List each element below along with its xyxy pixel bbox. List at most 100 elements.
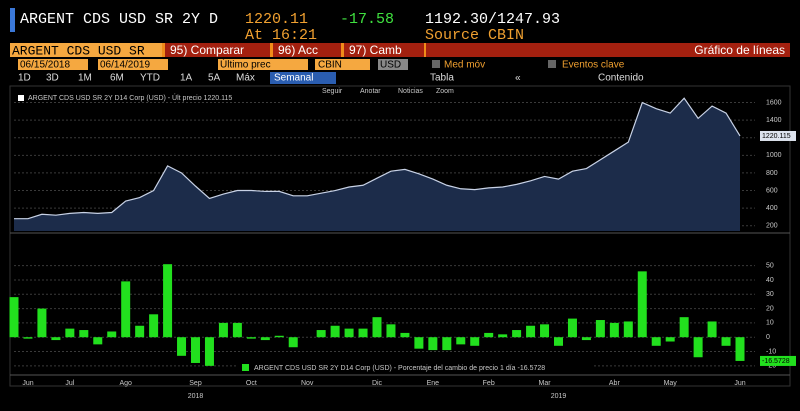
bar: [330, 325, 340, 338]
bar: [177, 337, 187, 356]
period-button[interactable]: 5A: [208, 73, 221, 84]
y-tick-label: 600: [766, 187, 778, 194]
security-box: [10, 43, 162, 57]
y-tick-label: 40: [766, 277, 774, 284]
menu-item[interactable]: 96) Acc: [278, 43, 318, 57]
menu-item-bg: [344, 43, 424, 57]
start-date[interactable]: 06/15/2018: [20, 60, 70, 71]
table[interactable]: Tabla: [430, 73, 454, 84]
period-button[interactable]: Máx: [236, 73, 255, 84]
tool[interactable]: Seguir: [322, 88, 343, 95]
tool[interactable]: Zoom: [436, 88, 454, 95]
bar: [316, 330, 326, 338]
period-button[interactable]: 1A: [180, 73, 193, 84]
y-tick-label: 1600: [766, 99, 782, 106]
legend: ARGENT CDS USD SR 2Y D14 Corp (USD) - Po…: [254, 365, 545, 372]
y-tick-label: 400: [766, 205, 778, 212]
period-button[interactable]: YTD: [140, 73, 160, 84]
last-value-label: 1220.115: [762, 133, 791, 140]
x-tick-label: Jun: [22, 380, 33, 387]
bar: [400, 332, 410, 338]
bar: [232, 322, 242, 338]
x-tick-label: May: [664, 380, 678, 387]
x-tick-label: Jun: [734, 380, 745, 387]
year-label: 2018: [188, 393, 204, 400]
x-tick-label: Abr: [609, 380, 621, 387]
y-tick-label: -20: [766, 363, 776, 370]
menu-item-bg: [426, 43, 790, 57]
x-tick-label: Mar: [539, 380, 552, 387]
bar: [149, 314, 159, 338]
moving-avg[interactable]: Med móv: [444, 60, 485, 71]
bar: [358, 328, 368, 338]
bar: [707, 321, 717, 338]
bar: [512, 330, 522, 338]
bar: [442, 337, 452, 351]
currency[interactable]: USD: [380, 60, 401, 71]
bar: [37, 308, 47, 338]
events[interactable]: Eventos clave: [562, 60, 625, 71]
x-tick-label: Ago: [119, 380, 132, 387]
bar: [204, 337, 214, 366]
last: 1220.11: [245, 11, 308, 28]
legend-bg: [238, 362, 593, 373]
y-tick-label: 1000: [766, 152, 782, 159]
frame: [9, 85, 791, 387]
range: 1192.30/1247.93: [425, 11, 560, 28]
y-tick-label: 50: [766, 262, 774, 269]
bar: [51, 337, 61, 341]
content[interactable]: Contenido: [598, 73, 644, 84]
checkbox[interactable]: [548, 60, 556, 68]
field-box: [98, 59, 168, 70]
bar: [79, 330, 89, 338]
legend-swatch: [18, 95, 24, 101]
bar: [288, 337, 298, 348]
source-field[interactable]: CBIN: [318, 60, 342, 71]
change: -17.58: [340, 11, 394, 28]
x-tick-label: Nov: [301, 380, 314, 387]
bar: [470, 337, 480, 346]
time: At 16:21: [245, 27, 317, 44]
collapse[interactable]: «: [515, 73, 521, 84]
period-button[interactable]: 3D: [46, 73, 59, 84]
marker: [10, 8, 15, 32]
bar: [540, 324, 550, 338]
area: [14, 98, 740, 231]
bar: [344, 328, 354, 338]
bar: [623, 321, 633, 338]
last-value-label: -16.5728: [762, 358, 790, 365]
bar: [498, 334, 508, 338]
field[interactable]: Último prec: [220, 58, 271, 71]
checkbox[interactable]: [432, 60, 440, 68]
x-tick-label: Oct: [246, 380, 257, 387]
bar: [135, 325, 145, 338]
y-tick-label: 200: [766, 223, 778, 230]
frequency-box: [270, 72, 336, 84]
bar: [526, 325, 536, 338]
y-tick-label: 10: [766, 320, 774, 327]
last-value-box: [760, 355, 796, 366]
bar: [93, 337, 103, 345]
legend: ARGENT CDS USD SR 2Y D14 Corp (USD) - Úl…: [28, 93, 232, 102]
chart-type[interactable]: Gráfico de líneas: [694, 43, 785, 57]
period-button[interactable]: 6M: [110, 73, 124, 84]
tool[interactable]: Anotar: [360, 88, 381, 95]
y-tick-label: 20: [766, 305, 774, 312]
title: ARGENT CDS USD SR 2Y D: [20, 11, 218, 28]
menu-item[interactable]: 97) Camb: [349, 43, 402, 57]
menu-item[interactable]: 95) Comparar: [170, 43, 244, 57]
bar: [121, 281, 131, 338]
field-box: [18, 59, 88, 70]
period-button[interactable]: 1M: [78, 73, 92, 84]
end-date[interactable]: 06/14/2019: [100, 60, 150, 71]
bar: [567, 318, 577, 338]
last-value-box: [760, 130, 796, 141]
menu-item-bg: [165, 43, 270, 57]
x-tick-label: Sep: [189, 380, 202, 387]
frequency[interactable]: Semanal: [274, 73, 313, 84]
period-button[interactable]: 1D: [18, 73, 31, 84]
source: Source CBIN: [425, 27, 524, 44]
tool[interactable]: Noticias: [398, 88, 423, 95]
security[interactable]: ARGENT CDS USD SR: [12, 43, 145, 58]
bar: [65, 328, 75, 338]
